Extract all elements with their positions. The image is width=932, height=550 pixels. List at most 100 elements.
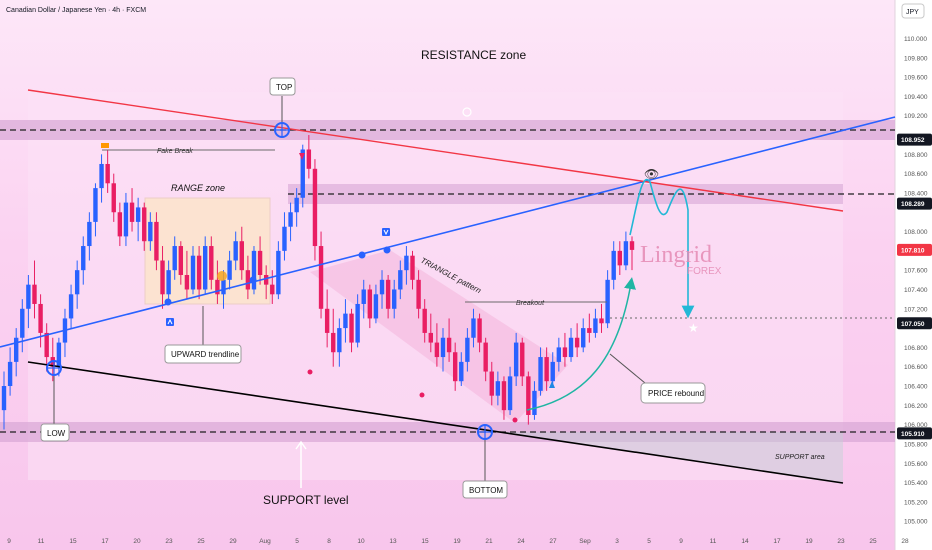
candle-body [203,246,208,290]
price-tick-label: 107.400 [904,287,928,294]
candle-body [294,197,299,213]
candle-body [166,270,171,295]
low-label: LOW [47,429,66,438]
time-tick-label: 25 [869,538,877,545]
time-tick-label: 23 [837,538,845,545]
currency-box[interactable] [901,3,925,19]
candle-body [20,308,25,338]
candle-body [355,303,360,343]
resistance-band [0,120,895,140]
top-label: TOP [276,83,292,92]
candle-body [562,347,568,358]
price-tick-label: 109.200 [904,113,928,120]
upward-trendline-label: UPWARD trendline [171,350,240,359]
triangle-touch-point [307,369,313,375]
candle-body [349,313,354,343]
candle-body [288,212,293,227]
fake-break-flag-icon [101,143,109,148]
candle-body [587,328,592,333]
candle-body [623,241,629,266]
time-tick-label: 9 [679,538,683,545]
candle-body [56,342,62,367]
time-tick-label: 17 [101,538,109,545]
symbol-title: Canadian Dollar / Japanese Yen · 4h · FX… [6,7,146,14]
resistance-zone-label: RESISTANCE zone [421,48,526,62]
time-tick-label: 19 [453,538,461,545]
candle-body [196,255,202,290]
candle-body [233,241,238,261]
price-axis-background [895,0,932,550]
price-tick-label: 107.600 [904,268,928,275]
price-badge [897,197,932,210]
circle-marker-icon [462,107,472,117]
candle-body [160,260,165,295]
price-tick-label: 105.400 [904,480,928,487]
time-tick-label: 27 [549,538,557,545]
support-area-label: SUPPORT area [775,454,825,461]
candle-body [13,337,19,362]
time-tick-label: 15 [69,538,77,545]
candle-body [331,332,336,353]
candle-body [306,149,312,169]
candle-body [599,318,604,324]
time-tick-label: 15 [421,538,429,545]
price-tick-label: 109.600 [904,75,928,82]
price-tick-label: 106.200 [904,403,928,410]
price-badge-label: 108.952 [901,137,925,144]
candle-body [422,308,427,333]
price-badge [897,427,932,440]
candle-body [477,318,482,343]
bottom-label: BOTTOM [469,486,503,495]
rocket-up-icon [549,381,555,388]
candle-body [1,386,7,411]
time-tick-label: 13 [389,538,397,545]
candle-body [568,337,574,358]
candle-body [135,207,141,222]
candle-body [581,328,586,348]
candle-body [392,289,397,309]
candle-body [245,270,251,290]
candle-body [239,241,244,271]
price-tick-label: 109.400 [904,94,928,101]
eye-icon: 👁 [644,167,659,181]
candle-body [227,260,232,280]
candle-body [611,250,616,280]
candle-body [459,361,464,382]
time-axis[interactable]: 9 11 15 17 20 23 25 29 Aug 5 8 10 13 15 19 21 24 27 Sep 3 5 9… [7,538,909,545]
time-tick-label: 19 [805,538,813,545]
low-label-box [40,423,70,442]
triangle-touch-point [419,392,425,398]
logo-sub: FOREX [687,266,722,277]
candle-body [154,221,159,261]
candle-body [617,250,623,266]
candle-body [398,270,403,290]
time-tick-label: 23 [165,538,173,545]
star-icon: ★ [688,321,699,335]
candle-body [318,246,324,309]
price-tick-label: 108.600 [904,171,928,178]
candle-body [556,347,562,362]
candle-body [68,294,74,319]
price-tick-label: 106.800 [904,345,928,352]
price-tick-label: 107.200 [904,306,928,313]
price-badge-label: 105.910 [901,431,925,438]
top-label-box [269,77,296,96]
fake-break-label: Fake Break [157,148,193,155]
candle-body [81,246,86,271]
candle-body [337,328,342,353]
time-tick-label: 28 [901,538,909,545]
candle-body [178,246,184,275]
price-badge [897,243,932,256]
time-tick-label: 5 [295,538,299,545]
time-tick-label: 20 [133,538,141,545]
candle-body [276,250,281,295]
time-tick-label: 10 [357,538,365,545]
price-tick-label: 106.600 [904,364,928,371]
arrow-down-glyph-icon [383,229,389,236]
candle-body [544,357,549,382]
candle-body [507,376,513,411]
price-axis[interactable]: 110.000 109.800 109.600 109.400 109.200 108.8… [897,36,932,526]
candle-body [300,149,305,198]
candle-body [172,246,177,271]
